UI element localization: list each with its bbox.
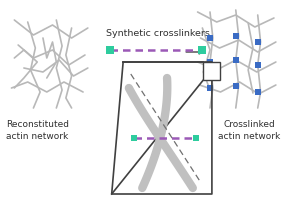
Text: Synthetic crosslinkers: Synthetic crosslinkers xyxy=(106,28,209,38)
Bar xyxy=(203,62,221,80)
Text: Reconstituted
actin network: Reconstituted actin network xyxy=(6,120,69,141)
Text: Crosslinked
actin network: Crosslinked actin network xyxy=(218,120,280,141)
